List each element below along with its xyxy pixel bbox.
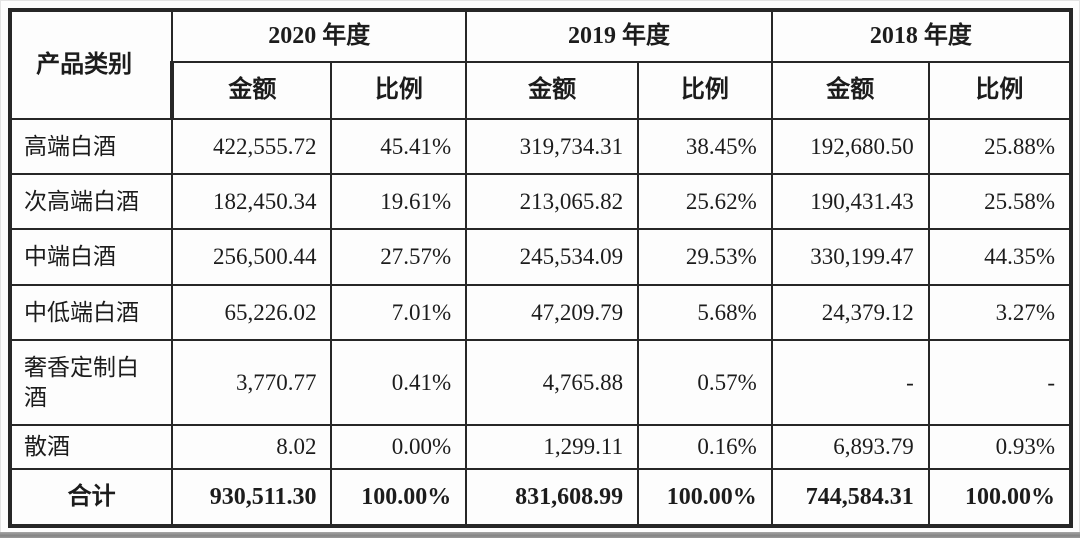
- value-cell: 19.61%: [330, 173, 468, 230]
- value-cell: 0.41%: [330, 339, 468, 426]
- value-cell: 65,226.02: [171, 284, 333, 341]
- category-cell: 高端白酒: [7, 118, 174, 175]
- value-cell: 930,511.30: [171, 468, 333, 528]
- col-header-amount-2019: 金额: [465, 61, 640, 120]
- value-cell: 7.01%: [330, 284, 468, 341]
- value-cell: 3.27%: [927, 284, 1074, 341]
- category-cell: 散酒: [7, 424, 174, 470]
- value-cell: 24,379.12: [770, 284, 930, 341]
- category-cell: 奢香定制白酒: [7, 339, 174, 426]
- value-cell: 245,534.09: [465, 228, 640, 286]
- year-header-row: 产品类别 2020 年度 2019 年度 2018 年度: [7, 8, 1074, 120]
- table-row: 奢香定制白酒 3,770.77 0.41% 4,765.88 0.57% - -: [7, 339, 1074, 426]
- col-header-ratio-2018: 比例: [927, 61, 1074, 120]
- value-cell: 0.00%: [330, 424, 468, 470]
- value-cell: 192,680.50: [770, 118, 930, 175]
- value-cell: 0.57%: [637, 339, 773, 426]
- value-cell: 25.58%: [927, 173, 1074, 230]
- value-cell: 213,065.82: [465, 173, 640, 230]
- col-header-ratio-2020: 比例: [330, 61, 468, 120]
- value-cell: -: [770, 339, 930, 426]
- value-cell: 256,500.44: [171, 228, 333, 286]
- value-cell: 6,893.79: [770, 424, 930, 470]
- category-cell: 次高端白酒: [7, 173, 174, 230]
- value-cell: 25.88%: [927, 118, 1074, 175]
- col-header-product-category: 产品类别: [7, 8, 174, 120]
- value-cell: 44.35%: [927, 228, 1074, 286]
- value-cell: 8.02: [171, 424, 333, 470]
- product-revenue-table: 产品类别 2020 年度 2019 年度 2018 年度 金额 比例 金额 比例…: [7, 8, 1074, 528]
- category-cell: 中低端白酒: [7, 284, 174, 341]
- year-header-2019: 2019 年度: [465, 8, 773, 63]
- value-cell: 100.00%: [637, 468, 773, 528]
- value-cell: 319,734.31: [465, 118, 640, 175]
- value-cell: 182,450.34: [171, 173, 333, 230]
- value-cell: 0.93%: [927, 424, 1074, 470]
- table-row: 次高端白酒 182,450.34 19.61% 213,065.82 25.62% 190…: [7, 173, 1074, 230]
- value-cell: 100.00%: [330, 468, 468, 528]
- value-cell: 422,555.72: [171, 118, 333, 175]
- total-row: 合计 930,511.30 100.00% 831,608.99 100.00% 744,…: [7, 468, 1074, 528]
- table-row: 中低端白酒 65,226.02 7.01% 47,209.79 5.68% 24,379.…: [7, 284, 1074, 341]
- value-cell: 27.57%: [330, 228, 468, 286]
- value-cell: 330,199.47: [770, 228, 930, 286]
- value-cell: 47,209.79: [465, 284, 640, 341]
- value-cell: -: [927, 339, 1074, 426]
- category-cell: 合计: [7, 468, 174, 528]
- year-header-2020: 2020 年度: [171, 8, 468, 63]
- table-body: 高端白酒 422,555.72 45.41% 319,734.31 38.45% 192,…: [7, 118, 1074, 528]
- value-cell: 190,431.43: [770, 173, 930, 230]
- sub-header-row: 金额 比例 金额 比例 金额 比例: [10, 61, 1074, 120]
- value-cell: 25.62%: [637, 173, 773, 230]
- col-header-amount-2020: 金额: [170, 61, 333, 120]
- table-header: 产品类别 2020 年度 2019 年度 2018 年度 金额 比例 金额 比例…: [7, 8, 1074, 120]
- value-cell: 0.16%: [637, 424, 773, 470]
- value-cell: 831,608.99: [465, 468, 640, 528]
- table-row: 中端白酒 256,500.44 27.57% 245,534.09 29.53% 330,…: [7, 228, 1074, 286]
- value-cell: 45.41%: [330, 118, 468, 175]
- table-row: 高端白酒 422,555.72 45.41% 319,734.31 38.45% 192,…: [7, 118, 1074, 175]
- col-header-amount-2018: 金额: [770, 61, 930, 120]
- value-cell: 4,765.88: [465, 339, 640, 426]
- value-cell: 29.53%: [637, 228, 773, 286]
- value-cell: 38.45%: [637, 118, 773, 175]
- value-cell: 744,584.31: [770, 468, 930, 528]
- value-cell: 3,770.77: [171, 339, 333, 426]
- value-cell: 5.68%: [637, 284, 773, 341]
- year-header-2018: 2018 年度: [770, 8, 1074, 63]
- page-bottom-edge: [0, 532, 1080, 538]
- category-cell: 中端白酒: [7, 228, 174, 286]
- table-row: 散酒 8.02 0.00% 1,299.11 0.16% 6,893.79 0.93%: [7, 424, 1074, 470]
- value-cell: 100.00%: [927, 468, 1074, 528]
- col-header-ratio-2019: 比例: [637, 61, 773, 120]
- value-cell: 1,299.11: [465, 424, 640, 470]
